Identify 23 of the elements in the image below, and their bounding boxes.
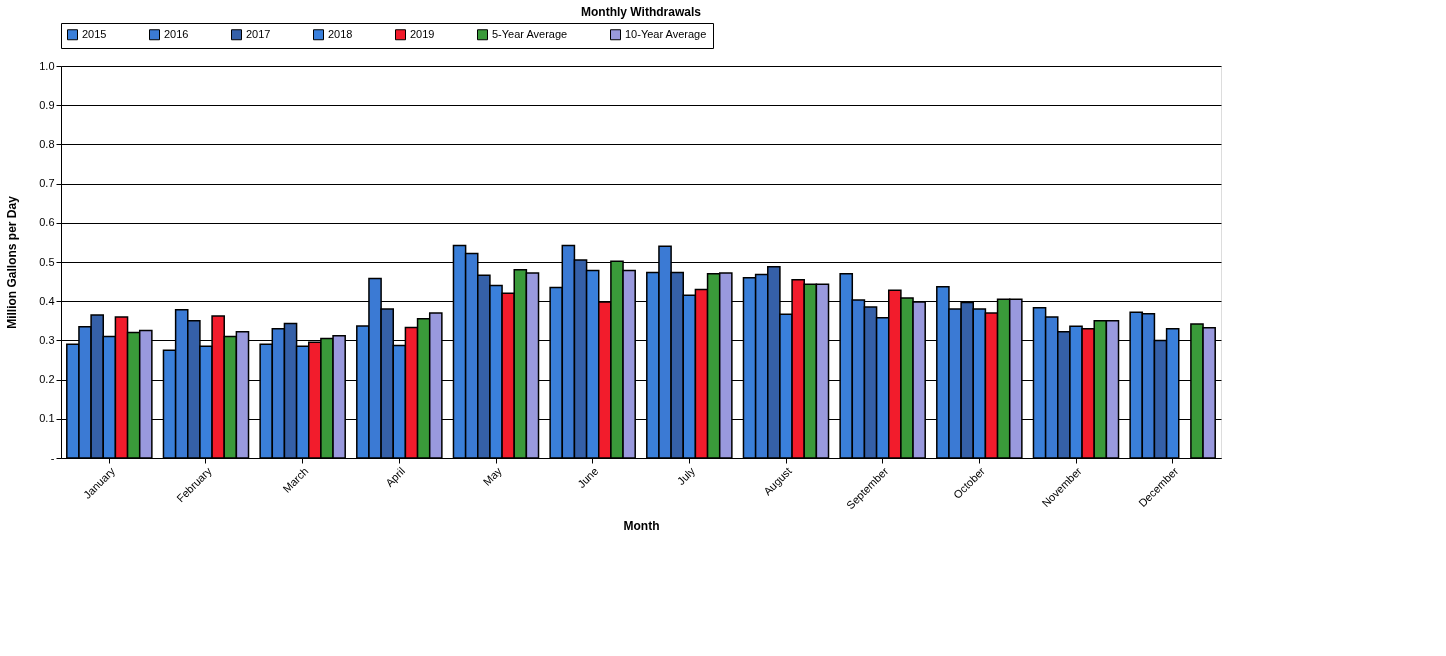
y-tick-label: 0.6 <box>39 216 55 229</box>
y-tick-label: 0.4 <box>39 294 55 307</box>
y-tick-label: 0.3 <box>39 333 55 346</box>
legend-label: 5-Year Average <box>492 27 568 40</box>
y-tick-label: 0.1 <box>39 412 55 425</box>
y-tick-label: 0.8 <box>39 137 55 150</box>
legend-label: 2016 <box>164 27 189 40</box>
legend-label: 2015 <box>82 27 107 40</box>
legend-label: 10-Year Average <box>625 27 707 40</box>
legend-label: 2018 <box>328 27 353 40</box>
chart-title: Monthly Withdrawals <box>581 4 702 19</box>
y-tick-label: 0.7 <box>39 177 55 190</box>
y-tick-label: - <box>50 451 55 464</box>
x-axis-title: Month <box>623 519 660 534</box>
y-tick-label: 1.0 <box>39 59 55 72</box>
x-tick-label: May <box>480 464 505 488</box>
x-tick-label: July <box>674 464 698 488</box>
y-tick-label: 0.2 <box>39 373 55 386</box>
y-tick-label: 0.5 <box>39 255 55 268</box>
legend-label: 2019 <box>410 27 435 40</box>
y-axis-title: Million Gallons per Day <box>5 195 20 329</box>
y-tick-label: 0.9 <box>39 98 55 111</box>
legend-label: 2017 <box>246 27 271 40</box>
